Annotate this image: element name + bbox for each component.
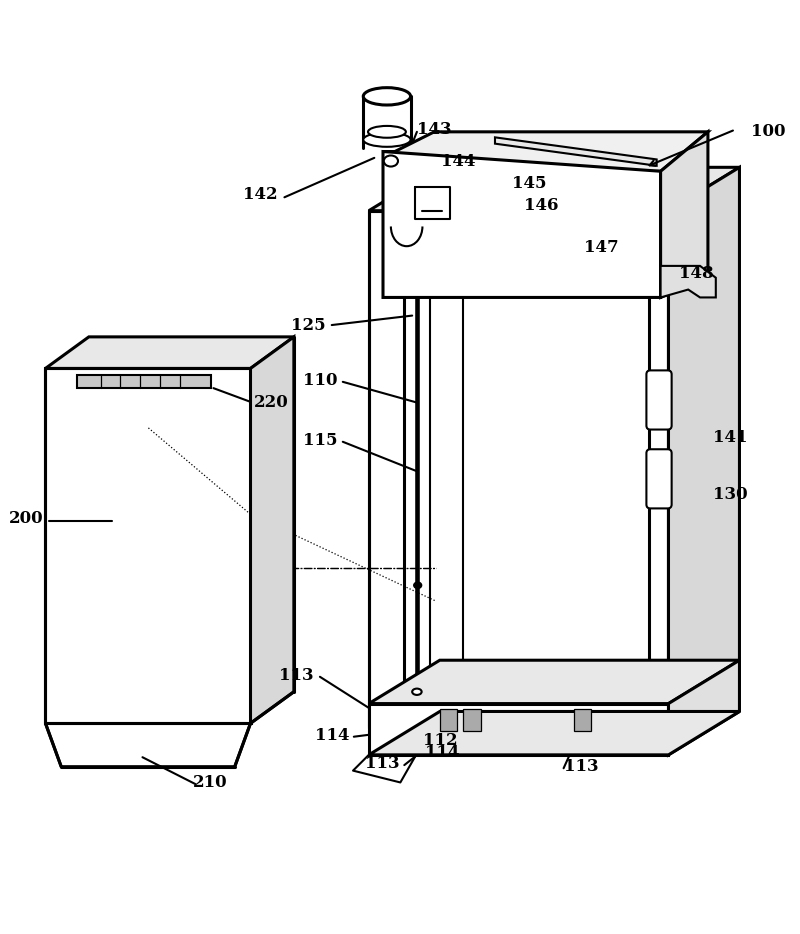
Polygon shape xyxy=(46,337,294,368)
Text: 110: 110 xyxy=(302,372,338,389)
Text: 143: 143 xyxy=(417,121,451,138)
Polygon shape xyxy=(495,137,657,165)
Ellipse shape xyxy=(368,126,406,137)
Text: 147: 147 xyxy=(584,239,619,256)
Polygon shape xyxy=(661,266,716,297)
FancyBboxPatch shape xyxy=(646,371,672,430)
Text: 220: 220 xyxy=(254,394,289,411)
Polygon shape xyxy=(383,151,661,297)
Polygon shape xyxy=(369,712,739,755)
Polygon shape xyxy=(250,337,294,723)
Text: 200: 200 xyxy=(9,510,43,527)
Text: 100: 100 xyxy=(751,123,786,140)
Text: 113: 113 xyxy=(279,667,314,684)
Text: 114: 114 xyxy=(425,744,459,761)
Polygon shape xyxy=(463,709,481,731)
Text: 113: 113 xyxy=(563,758,598,775)
Polygon shape xyxy=(661,132,708,297)
Polygon shape xyxy=(383,132,708,171)
Ellipse shape xyxy=(414,582,422,588)
Polygon shape xyxy=(77,375,211,389)
Polygon shape xyxy=(440,709,457,731)
Text: 148: 148 xyxy=(678,265,714,282)
Text: 142: 142 xyxy=(243,187,278,204)
Text: 115: 115 xyxy=(302,432,338,449)
Polygon shape xyxy=(369,703,669,755)
Ellipse shape xyxy=(363,88,410,105)
Ellipse shape xyxy=(384,155,398,166)
Text: 145: 145 xyxy=(512,175,547,191)
Polygon shape xyxy=(574,709,591,731)
Text: 112: 112 xyxy=(423,732,458,749)
Ellipse shape xyxy=(363,133,410,147)
Text: 210: 210 xyxy=(193,774,227,791)
FancyBboxPatch shape xyxy=(646,449,672,508)
Polygon shape xyxy=(369,211,669,728)
Polygon shape xyxy=(369,167,739,211)
Polygon shape xyxy=(369,660,739,703)
Text: 130: 130 xyxy=(714,486,748,503)
Polygon shape xyxy=(669,660,739,755)
Text: 141: 141 xyxy=(714,429,748,446)
Text: 113: 113 xyxy=(365,755,399,772)
Text: 114: 114 xyxy=(314,727,349,743)
Text: 146: 146 xyxy=(524,197,558,214)
Polygon shape xyxy=(669,167,739,728)
Text: 125: 125 xyxy=(291,317,326,333)
Ellipse shape xyxy=(412,688,422,695)
Polygon shape xyxy=(46,368,250,723)
Text: 144: 144 xyxy=(442,152,476,169)
Polygon shape xyxy=(369,684,739,728)
